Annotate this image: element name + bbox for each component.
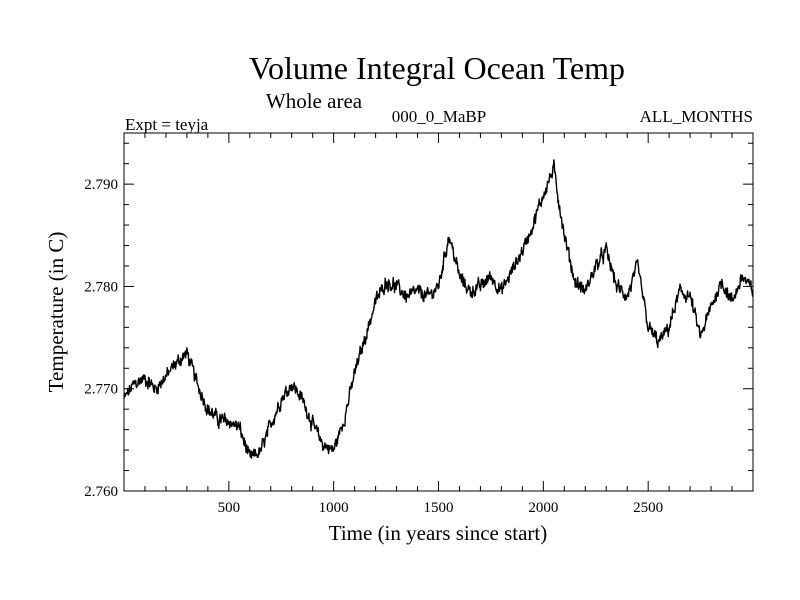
y-tick-label: 2.760 bbox=[84, 484, 118, 500]
y-axis-label: Temperature (in C) bbox=[44, 232, 68, 393]
chart-title: Volume Integral Ocean Temp bbox=[249, 50, 625, 86]
y-tick-labels: 2.760 2.770 2.780 2.790 bbox=[84, 177, 118, 500]
axis-ticks bbox=[124, 133, 753, 491]
y-tick-label: 2.780 bbox=[84, 279, 118, 295]
y-tick-label: 2.770 bbox=[84, 382, 118, 398]
x-tick-label: 1000 bbox=[319, 500, 349, 516]
x-tick-label: 2500 bbox=[633, 500, 663, 516]
expt-label: Expt = teyja bbox=[125, 115, 209, 134]
x-tick-labels: 500 1000 1500 2000 2500 bbox=[218, 500, 664, 516]
plot-frame bbox=[123, 132, 754, 492]
months-label: ALL_MONTHS bbox=[640, 107, 753, 126]
x-tick-label: 500 bbox=[218, 500, 241, 516]
x-axis-label: Time (in years since start) bbox=[329, 521, 548, 545]
series-line bbox=[123, 159, 754, 459]
run-label: 000_0_MaBP bbox=[392, 107, 486, 126]
y-tick-label: 2.790 bbox=[84, 177, 118, 193]
x-tick-label: 2000 bbox=[528, 500, 558, 516]
chart-subtitle: Whole area bbox=[266, 89, 363, 113]
x-tick-label: 1500 bbox=[424, 500, 454, 516]
